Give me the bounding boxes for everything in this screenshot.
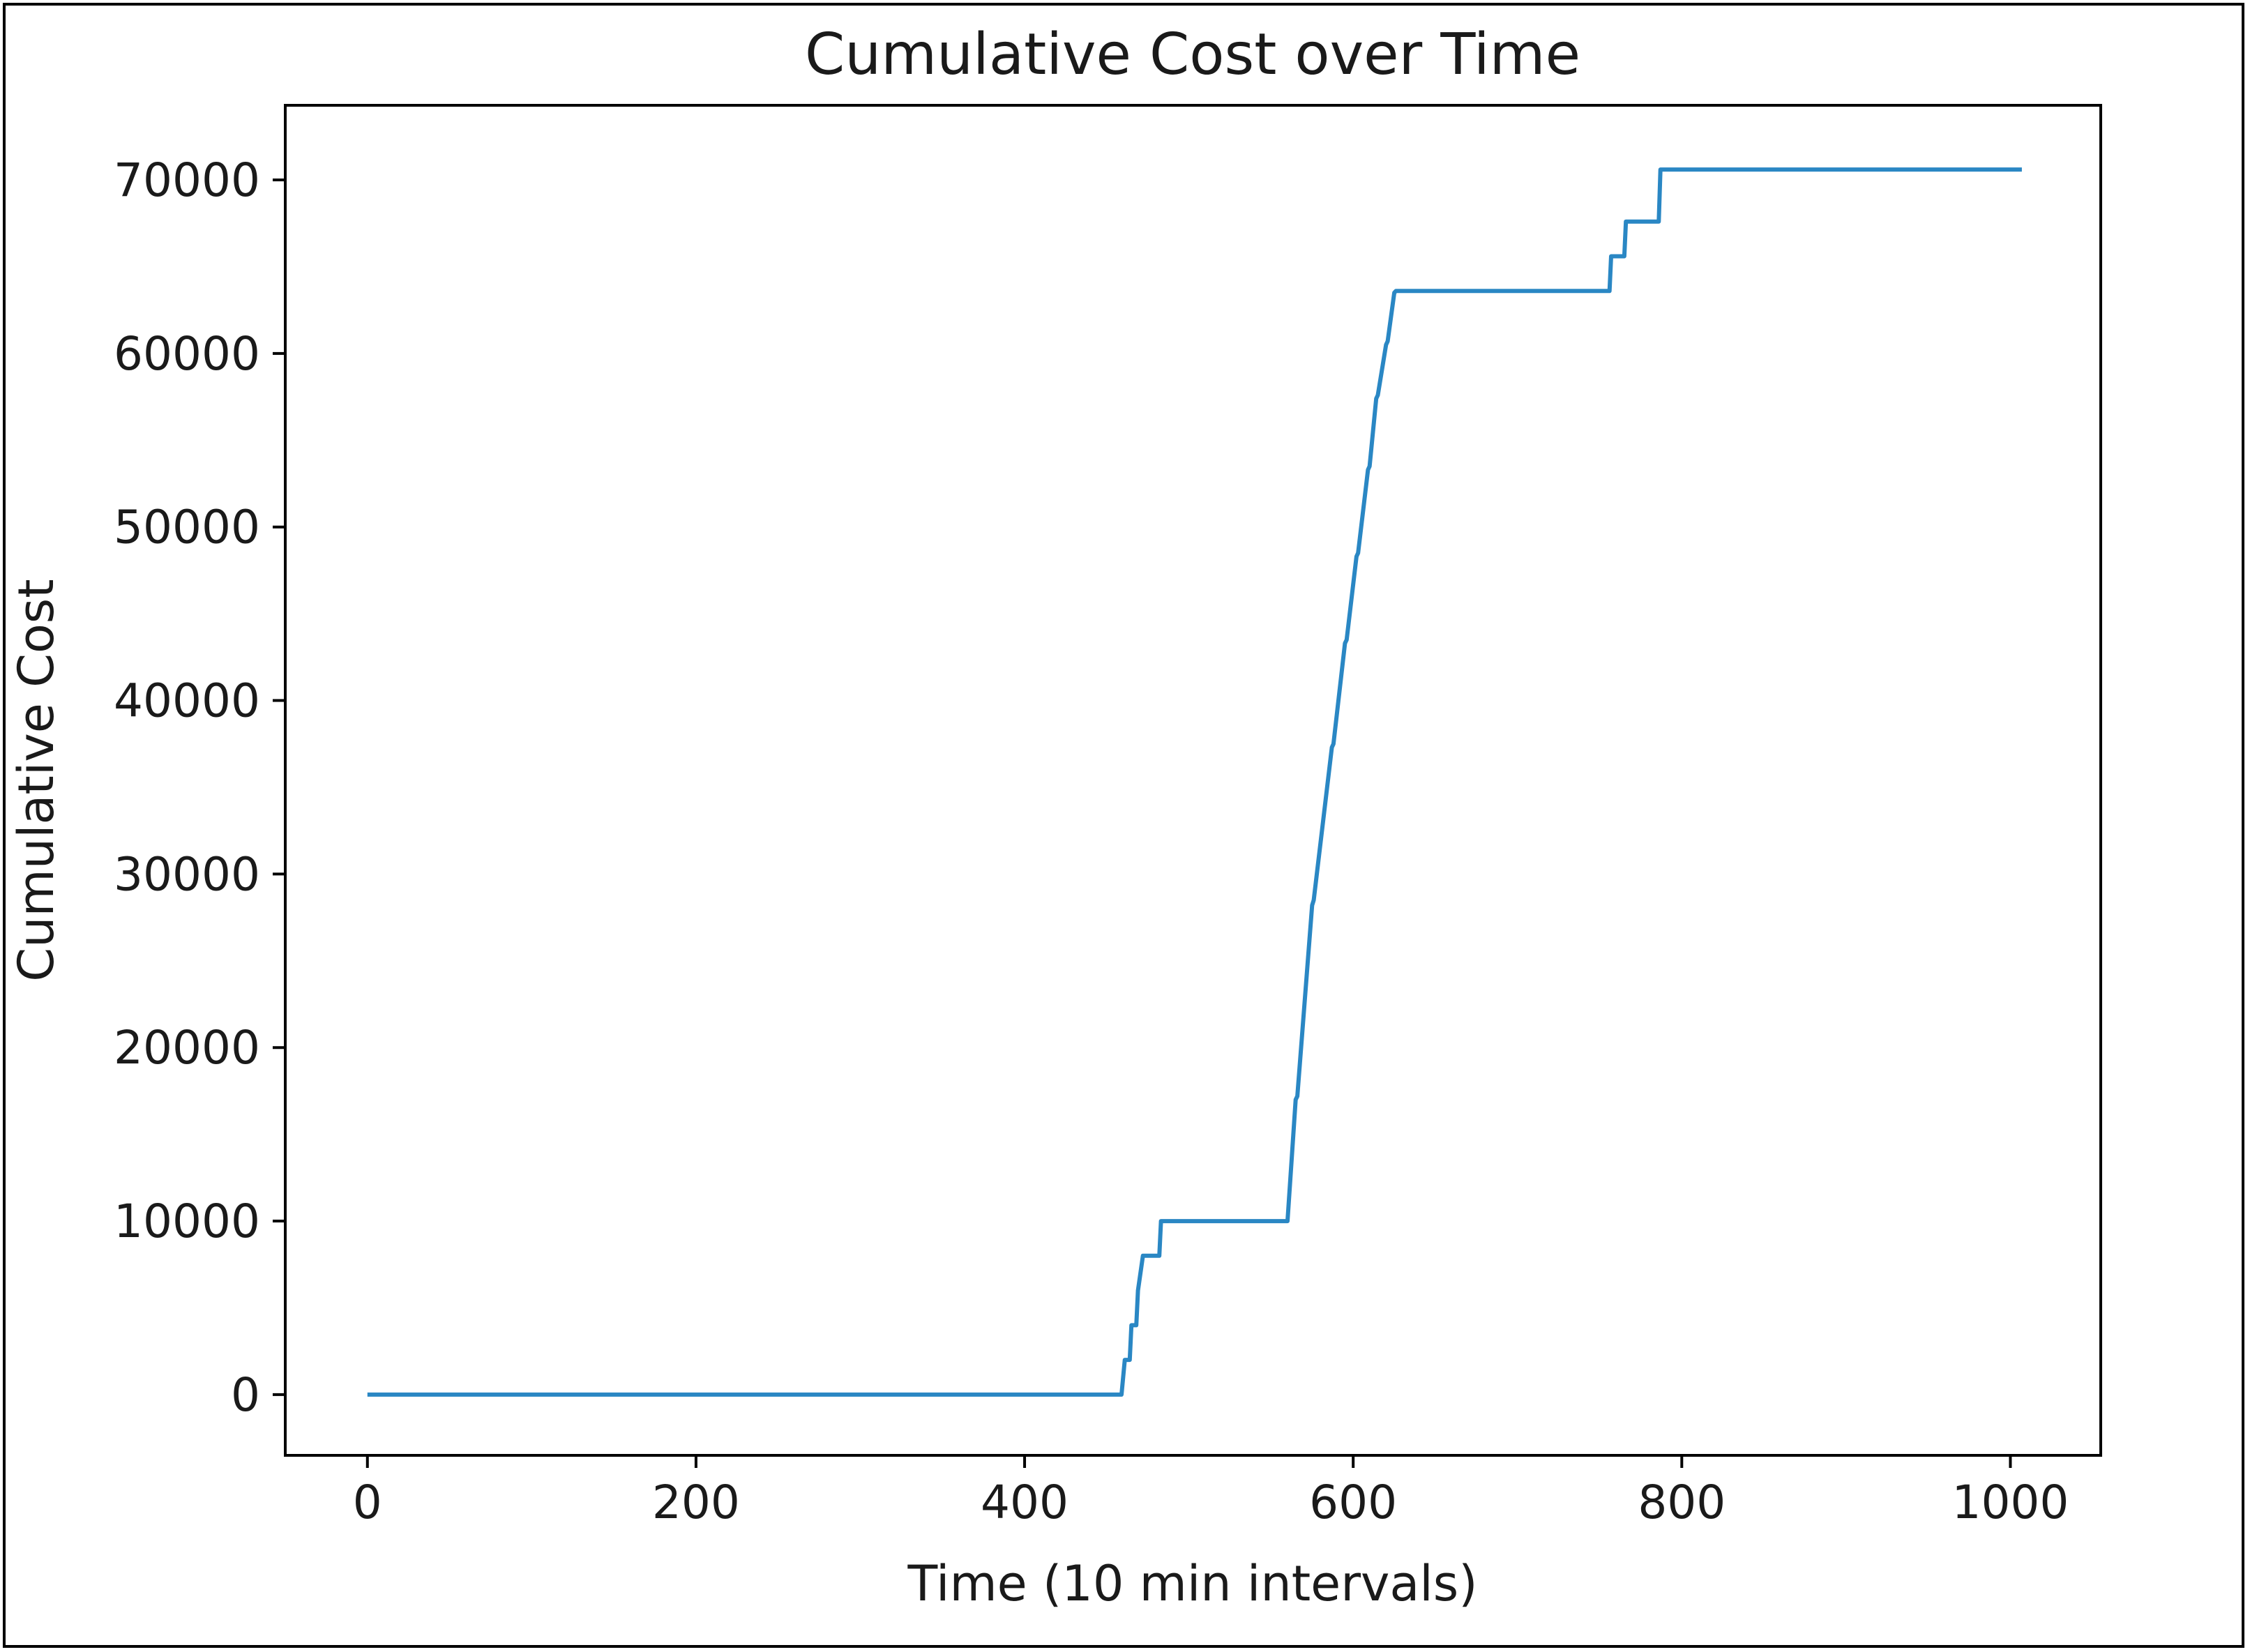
x-tick-label: 0 [353, 1476, 382, 1529]
y-tick-label: 0 [231, 1368, 260, 1422]
x-tick-label: 400 [981, 1476, 1069, 1529]
y-tick-label: 30000 [114, 847, 260, 901]
y-tick-label: 10000 [114, 1195, 260, 1248]
y-tick-label: 70000 [114, 153, 260, 207]
y-axis-label: Cumulative Cost [8, 579, 65, 981]
y-tick-label: 20000 [114, 1021, 260, 1075]
y-tick-label: 50000 [114, 501, 260, 554]
figure-border [3, 3, 2244, 1648]
x-tick-label: 600 [1309, 1476, 1397, 1529]
y-tick-label: 40000 [114, 674, 260, 728]
x-tick-label: 200 [652, 1476, 740, 1529]
series-line-cumulative-cost [367, 167, 2022, 1397]
ticks: 0 200 400 600 800 100001000020000300004000050… [114, 153, 2069, 1529]
x-axis-label: Time (10 min intervals) [907, 1555, 1477, 1612]
series [367, 167, 2022, 1397]
chart-title: Cumulative Cost over Time [805, 22, 1580, 88]
x-tick-label: 800 [1638, 1476, 1726, 1529]
x-tick-label: 1000 [1951, 1476, 2069, 1529]
y-tick-label: 60000 [114, 327, 260, 381]
plot-area [284, 104, 2102, 1457]
